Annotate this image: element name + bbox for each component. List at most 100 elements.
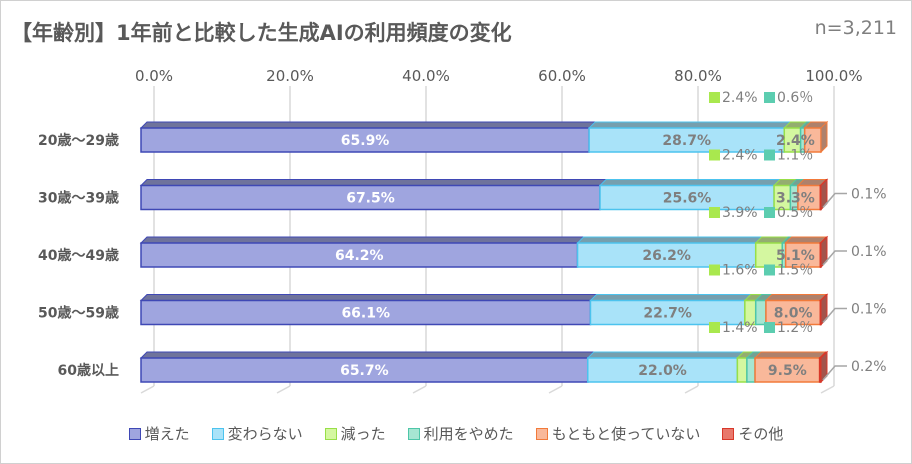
legend-item: 利用をやめた — [407, 423, 514, 444]
leader-line — [822, 250, 847, 266]
legend-swatch — [535, 427, 548, 440]
legend-key-stopped — [764, 264, 775, 276]
bar-top-0 — [139, 179, 608, 186]
bar-segment — [140, 242, 579, 268]
legend-key-decreased — [709, 322, 720, 333]
category-label: 30歳～39歳 — [38, 190, 119, 207]
bar-top-0 — [139, 294, 598, 301]
gridline-floor — [276, 385, 291, 394]
bar-segment — [588, 127, 786, 153]
legend-key-stopped — [764, 92, 775, 103]
x-tick-label: 100.0% — [805, 67, 862, 85]
data-label-other: 0.1% — [851, 302, 887, 318]
x-tick-label: 20.0% — [266, 67, 314, 85]
category-label: 40歳～49歳 — [38, 247, 119, 264]
data-label: 22.0% — [638, 363, 687, 379]
data-label-decreased: 3.9% — [722, 205, 758, 221]
legend-item: 増えた — [128, 423, 190, 444]
bar-top-0 — [139, 121, 597, 129]
data-label: 66.1% — [341, 306, 390, 322]
data-label: 8.0% — [774, 306, 813, 322]
bar-segment — [736, 357, 748, 383]
bar-top-1 — [576, 236, 763, 244]
data-label: 3.3% — [776, 191, 815, 207]
plot-area: 0.0% 20.0% 40.0% 60.0% 80.0% 100.0% 20歳～29歳 65.… — [38, 67, 887, 394]
legend-swatch — [722, 427, 735, 440]
category-label: 20歳～29歳 — [38, 132, 119, 149]
gridline-floor — [820, 385, 835, 394]
legend-key-decreased — [709, 149, 720, 161]
gridline-floor — [548, 385, 563, 394]
legend: 増えた 変わらない 減った 利用をやめた もともと使っていない その他 — [1, 423, 911, 444]
category-label: 50歳～59歳 — [38, 305, 119, 322]
bar-segment — [140, 184, 601, 211]
data-label: 28.7% — [662, 133, 711, 149]
legend-key-decreased — [709, 264, 720, 276]
data-label-other: 0.1% — [851, 244, 887, 260]
gridline-floor — [412, 385, 427, 394]
legend-label: その他 — [738, 425, 784, 443]
bar-segment — [576, 242, 757, 268]
bar-segment — [754, 357, 821, 383]
legend-key-decreased — [709, 207, 720, 218]
gridline-floor — [684, 385, 699, 394]
legend-label: 利用をやめた — [423, 425, 514, 443]
data-label-stopped: 0.5％ — [777, 205, 813, 221]
bar-segment — [784, 242, 822, 268]
legend-item: その他 — [722, 423, 783, 444]
x-tick-label: 0.0% — [135, 67, 173, 85]
bar-top-1 — [586, 351, 745, 359]
bar-top-4 — [784, 236, 828, 244]
legend-item: もともと使っていない — [535, 423, 701, 444]
legend-item: 変わらない — [211, 423, 303, 444]
data-label: 65.7% — [340, 363, 389, 379]
data-label: 2.4% — [776, 133, 815, 149]
chart-title: 【年齢別】1年前と比較した生成AIの利用頻度の変化 — [11, 21, 512, 45]
legend-label: 変わらない — [227, 425, 303, 443]
data-label-other: 0.2% — [851, 359, 887, 375]
bar-segment — [765, 299, 822, 326]
legend-swatch — [128, 427, 141, 440]
bar-top-1 — [587, 121, 792, 129]
bar-top-0 — [139, 351, 595, 359]
sample-size: n=3,211 — [814, 17, 897, 39]
legend-item: 減った — [324, 423, 386, 444]
data-label-decreased: 1.4% — [722, 320, 758, 336]
legend-label: 減った — [340, 425, 386, 443]
data-label: 5.1% — [776, 248, 815, 264]
data-label-decreased: 2.4% — [722, 90, 758, 106]
bar-segment — [746, 357, 756, 383]
data-label: 22.7% — [643, 306, 692, 322]
data-label: 65.9% — [341, 133, 390, 149]
legend-label: もともと使っていない — [551, 425, 701, 443]
bar-segment — [589, 299, 746, 326]
leader-line — [822, 365, 847, 381]
data-label: 64.2% — [335, 248, 384, 264]
legend-swatch — [324, 427, 337, 440]
x-tick-label: 80.0% — [674, 67, 722, 85]
bar-top-1 — [589, 294, 753, 301]
data-label-other: 0.1% — [851, 187, 887, 203]
bar-segment — [140, 127, 590, 153]
bar-segment — [599, 184, 775, 211]
data-label-stopped: 1.5％ — [777, 263, 813, 279]
leader-line — [822, 307, 847, 323]
data-label-stopped: 0.6％ — [777, 90, 813, 106]
bar-side — [820, 120, 828, 154]
data-label: 9.5% — [768, 363, 807, 379]
bar-top-4 — [764, 294, 828, 301]
legend-key-stopped — [764, 322, 775, 333]
data-label-stopped: 1.2％ — [777, 320, 813, 336]
bar-segment — [140, 357, 589, 383]
data-label: 26.2% — [642, 248, 691, 264]
legend-swatch — [407, 427, 420, 440]
bar-top-0 — [139, 236, 585, 244]
category-label: 60歳以上 — [58, 362, 119, 379]
data-label-stopped: 1.1％ — [777, 148, 813, 164]
data-label: 25.6% — [663, 191, 712, 207]
x-tick-label: 60.0% — [538, 67, 586, 85]
leader-line — [822, 192, 847, 208]
gridline-floor — [140, 385, 155, 394]
legend-key-decreased — [709, 92, 720, 103]
legend-key-stopped — [764, 207, 775, 218]
